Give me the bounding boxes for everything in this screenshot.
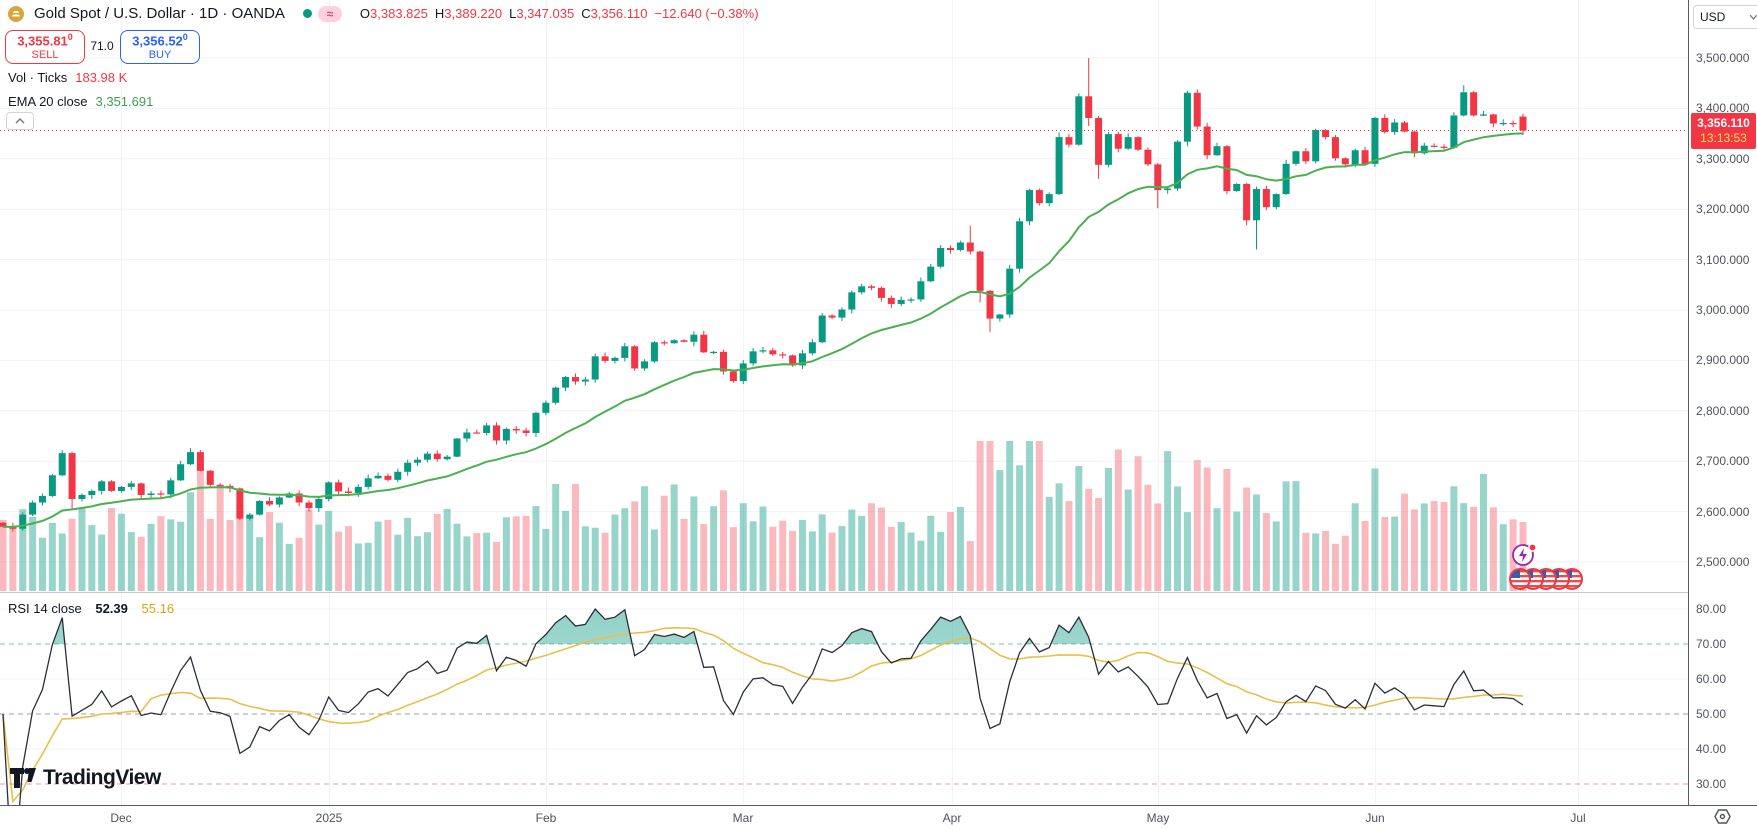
rsi-tick-label: 70.00 bbox=[1696, 637, 1727, 651]
symbol-title[interactable]: Gold Spot / U.S. Dollar · 1D · OANDA bbox=[34, 5, 285, 22]
price-tick-label: 3,500.000 bbox=[1696, 51, 1750, 65]
price-tick-label: 2,500.000 bbox=[1696, 555, 1750, 569]
ohlc-key: L bbox=[509, 6, 517, 21]
price-tick-label: 2,900.000 bbox=[1696, 353, 1750, 368]
ohlc-key: C bbox=[581, 6, 591, 21]
tradingview-logo[interactable]: TradingView bbox=[10, 766, 161, 790]
ohlc-key: H bbox=[434, 6, 445, 21]
chevron-up-icon bbox=[15, 118, 25, 124]
buy-button[interactable]: 3,356.520 BUY bbox=[120, 30, 200, 64]
price-tick-label: 2,700.000 bbox=[1696, 454, 1750, 469]
price-scale[interactable]: USD 3,500.000 3,400.000 3,300.000 3,200.000… bbox=[1688, 0, 1757, 829]
ohlc-value: 3,383.825 bbox=[370, 6, 428, 21]
price-tick-label: 2,800.000 bbox=[1696, 403, 1750, 418]
ohlc-value: 3,356.110 bbox=[590, 6, 648, 21]
ohlc-value: 3,347.035 bbox=[516, 6, 575, 21]
price-tick-label: 3,000.000 bbox=[1696, 303, 1750, 317]
time-tick-label: Mar bbox=[732, 811, 754, 825]
bar-countdown: 13:13:53 bbox=[1700, 131, 1747, 145]
time-scale[interactable]: Dec 2025 Feb Mar Apr May Jun Jul bbox=[0, 805, 1757, 829]
spread-value: 71.0 bbox=[90, 39, 114, 53]
price-change: −12.640 (−0.38%) bbox=[654, 6, 759, 21]
gold-coin-icon bbox=[8, 5, 24, 22]
ohlc-key: O bbox=[359, 6, 371, 21]
ema-line bbox=[2, 132, 1524, 528]
approx-data-icon[interactable]: ≈ bbox=[317, 5, 342, 22]
time-tick-label: Feb bbox=[535, 811, 557, 825]
symbol-header: Gold Spot / U.S. Dollar · 1D · OANDA ≈ O… bbox=[8, 5, 759, 22]
economic-events-flags-icon[interactable] bbox=[1508, 566, 1586, 597]
rsi-value: 52.39 bbox=[95, 601, 128, 616]
rsi-tick-label: 80.00 bbox=[1696, 602, 1727, 616]
time-tick-label: Dec bbox=[110, 811, 132, 825]
time-tick-label: 2025 bbox=[315, 811, 343, 825]
rsi-tick-label: 50.00 bbox=[1696, 707, 1727, 721]
volume-indicator-legend[interactable]: Vol · Ticks 183.98 K bbox=[8, 70, 128, 85]
time-tick-label: Jun bbox=[1365, 811, 1385, 825]
rsi-tick-label: 60.00 bbox=[1696, 672, 1727, 686]
ohlc-value: 3,389.220 bbox=[444, 6, 503, 21]
rsi-indicator-legend[interactable]: RSI 14 close 52.39 55.16 bbox=[8, 601, 175, 616]
ohlc-values: O3,383.825 H3,389.220 L3,347.035 C3,356.110… bbox=[360, 6, 759, 21]
last-price-label: 3,356.110 13:13:53 bbox=[1691, 113, 1756, 149]
ema-indicator-legend[interactable]: EMA 20 close 3,351.691 bbox=[8, 94, 154, 109]
rsi-ma-line bbox=[2, 626, 1524, 804]
rsi-tick-label: 40.00 bbox=[1696, 742, 1727, 756]
volume-value: 183.98 K bbox=[75, 70, 128, 85]
rsi-tick-label: 30.00 bbox=[1696, 777, 1727, 791]
collapse-legend-button[interactable] bbox=[6, 112, 34, 130]
chevron-down-icon bbox=[1749, 14, 1757, 20]
scales-settings-icon[interactable] bbox=[1714, 809, 1731, 829]
candlesticks bbox=[0, 58, 1527, 532]
time-tick-label: May bbox=[1146, 811, 1170, 825]
market-status-icon[interactable] bbox=[302, 9, 312, 18]
price-tick-label: 2,600.000 bbox=[1696, 504, 1750, 519]
price-tick-label: 3,300.000 bbox=[1696, 151, 1750, 166]
price-tick-label: 3,400.000 bbox=[1696, 101, 1750, 116]
currency-selector[interactable]: USD bbox=[1693, 5, 1757, 29]
tradingview-mark-icon bbox=[10, 768, 36, 788]
rsi-line bbox=[2, 607, 1524, 829]
rsi-ma-value: 55.16 bbox=[141, 601, 175, 616]
price-tick-label: 3,100.000 bbox=[1696, 252, 1750, 267]
price-tick-label: 3,200.000 bbox=[1696, 202, 1750, 217]
sell-button[interactable]: 3,355.810 SELL bbox=[5, 30, 85, 64]
time-tick-label: Jul bbox=[1570, 811, 1586, 825]
volume-bars bbox=[0, 441, 1527, 591]
flash-alert-icon[interactable] bbox=[1511, 542, 1539, 573]
time-tick-label: Apr bbox=[942, 811, 962, 825]
ema-value: 3,351.691 bbox=[95, 94, 154, 109]
grid-lines bbox=[0, 0, 1688, 809]
